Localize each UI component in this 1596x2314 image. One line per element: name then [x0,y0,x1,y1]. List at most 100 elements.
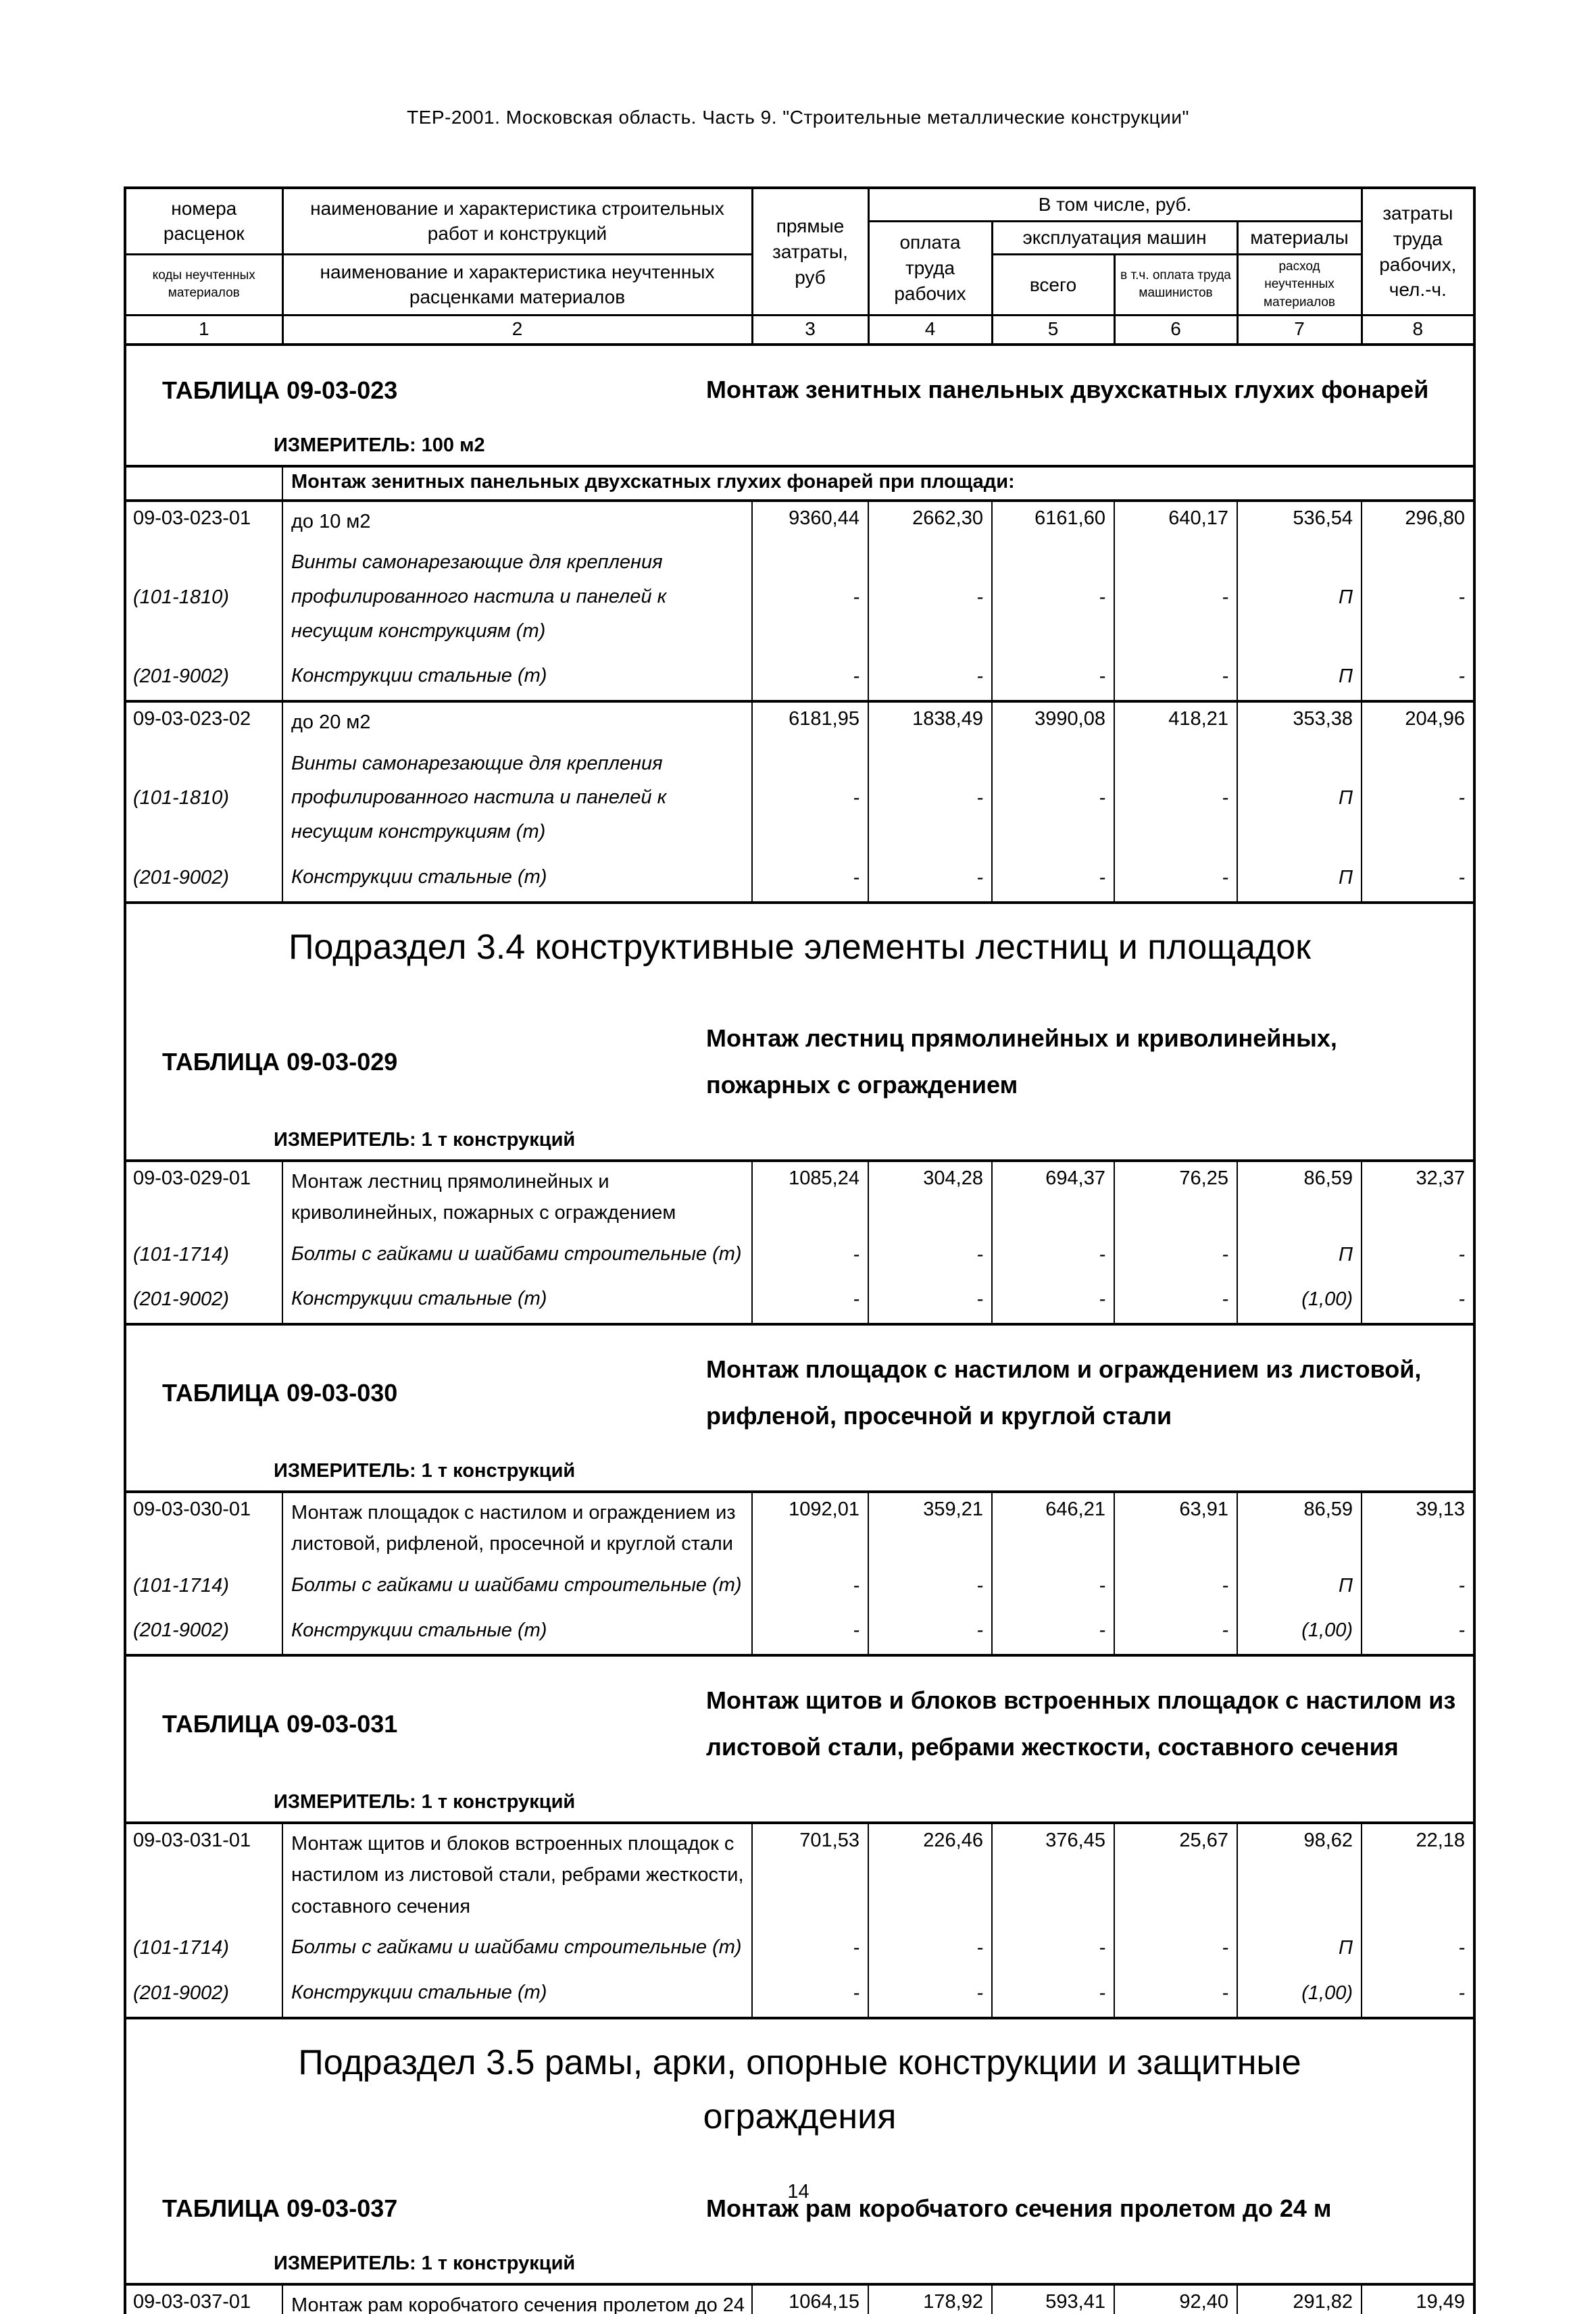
price-value: 178,92 [868,2283,993,2314]
material-value: - [1114,855,1238,904]
material-value: - [751,1278,869,1326]
price-value: 1064,15 [751,2283,869,2314]
material-code: (201-9002) [124,1971,283,2019]
subsection-title: Подраздел 3.4 конструктивные элементы ле… [289,927,1311,967]
material-value: - [991,1971,1115,2019]
measurer-cell: ИЗМЕРИТЕЛЬ: 1 т конструкций [125,1126,1475,1162]
table-title: Монтаж зенитных панельных двухскатных гл… [706,376,1429,404]
measurer-row: ИЗМЕРИТЕЛЬ: 1 т конструкций [125,2250,1475,2286]
header-material-codes: коды неучтенных материалов [124,253,284,317]
material-value: - [751,1971,869,2019]
material-value: - [991,1926,1115,1971]
material-value: - [991,541,1115,655]
table-section-cell: ТАБЛИЦА 09-03-037 Монтаж рам коробчатого … [125,2165,1474,2250]
material-value: П [1236,1563,1363,1609]
column-number: 5 [991,314,1116,347]
price-row: 09-03-023-02 до 20 м2 6181,95 1838,49 3990,0… [124,700,1476,743]
material-value: - [991,1609,1115,1657]
material-value: П [1236,1232,1363,1278]
material-value: - [751,855,869,904]
price-value: 86,59 [1236,1490,1363,1564]
material-value: - [1361,655,1476,703]
material-value: - [1114,1971,1238,2019]
price-code: 09-03-031-01 [124,1821,283,1927]
table-section-cell: ТАБЛИЦА 09-03-023 Монтаж зенитных панельн… [125,345,1474,431]
table-section-row: ТАБЛИЦА 09-03-031 Монтаж щитов и блоков в… [125,1655,1474,1788]
material-value: - [751,655,869,703]
material-value: - [868,655,993,703]
group-empty-cell [125,466,283,502]
price-description: Монтаж рам коробчатого сечения пролетом … [282,2283,753,2314]
price-value: 701,53 [751,1821,869,1927]
table-section-head: ТАБЛИЦА 09-03-029 Монтаж лестниц прямолин… [127,995,1472,1126]
material-value: - [1114,541,1238,655]
material-value: (1,00) [1236,1971,1363,2019]
price-value: 291,82 [1236,2283,1363,2314]
material-value: - [868,1609,993,1657]
material-value: - [1114,1278,1238,1326]
material-value: - [868,1232,993,1278]
material-description: Конструкции стальные (т) [282,1971,753,2019]
price-value: 593,41 [991,2283,1115,2314]
price-value: 98,62 [1236,1821,1363,1927]
material-description: Конструкции стальные (т) [282,655,753,703]
material-code: (101-1714) [124,1926,283,1971]
price-value: 92,40 [1114,2283,1238,2314]
price-description: Монтаж площадок с настилом и ограждением… [282,1490,753,1564]
material-code: (101-1810) [124,742,283,856]
price-value: 86,59 [1236,1159,1363,1233]
header-work-description: наименование и характеристика строительн… [281,186,753,255]
price-row: 09-03-023-01 до 10 м2 9360,44 2662,30 6161,6… [124,499,1476,542]
price-value: 226,46 [868,1821,993,1927]
material-value: - [1361,1563,1476,1609]
material-description: Болты с гайками и шайбами строительные (… [282,1926,753,1971]
price-value: 9360,44 [751,499,869,542]
material-value: - [991,742,1115,856]
material-value: - [1361,742,1476,856]
material-value: - [1114,742,1238,856]
header-material-consumption: расход неучтенных материалов [1236,253,1363,317]
table-section-cell: ТАБЛИЦА 09-03-030 Монтаж площадок с насти… [125,1324,1474,1457]
table-label: ТАБЛИЦА 09-03-029 [162,1047,398,1076]
material-value: (1,00) [1236,1609,1363,1657]
header-machinist-wages: в т.ч. оплата труда машинистов [1113,253,1239,317]
price-value: 359,21 [868,1490,993,1564]
material-value: - [991,1278,1115,1326]
material-code: (101-1714) [124,1232,283,1278]
column-number: 6 [1113,314,1239,347]
price-description: Монтаж щитов и блоков встроенных площадо… [282,1821,753,1927]
material-row: (101-1810) Винты самонарезающие для крепл… [124,541,1476,655]
material-value: - [751,541,869,655]
material-value: - [1361,855,1476,904]
header-machines-group: эксплуатация машин [991,220,1239,255]
material-value: - [868,1926,993,1971]
header-labor-costs: затраты труда рабочих, чел.-ч. [1360,186,1476,317]
header-row-1: номера расценок наименование и характери… [124,186,1476,317]
table-section-row: ТАБЛИЦА 09-03-037 Монтаж рам коробчатого … [125,2165,1474,2250]
measurer-row: ИЗМЕРИТЕЛЬ: 1 т конструкций [125,1126,1475,1162]
material-value: П [1236,742,1363,856]
material-value: - [868,541,993,655]
material-description: Болты с гайками и шайбами строительные (… [282,1563,753,1609]
material-value: - [1361,1971,1476,2019]
material-value: П [1236,655,1363,703]
column-number: 7 [1236,314,1363,347]
price-value: 2662,30 [868,499,993,542]
column-number-row: 1 2 3 4 5 6 7 8 [124,314,1476,347]
material-value: - [1114,1563,1238,1609]
document-title: ТЕР-2001. Московская область. Часть 9. "… [407,107,1189,128]
header-including-group: В том числе, руб. [867,186,1363,222]
table-label: ТАБЛИЦА 09-03-031 [162,1709,398,1738]
material-code: (201-9002) [124,1609,283,1657]
header-row-2: оплата труда рабочих эксплуатация машин … [125,220,1474,317]
price-value: 353,38 [1236,700,1363,743]
table-title: Монтаж площадок с настилом и ограждением… [706,1355,1422,1430]
material-value: - [868,742,993,856]
material-value: - [751,1926,869,1971]
price-value: 22,18 [1361,1821,1476,1927]
table-title: Монтаж рам коробчатого сечения пролетом … [706,2194,1332,2222]
price-value: 536,54 [1236,499,1363,542]
material-value: - [868,1278,993,1326]
material-value: П [1236,855,1363,904]
material-value: - [1114,1926,1238,1971]
